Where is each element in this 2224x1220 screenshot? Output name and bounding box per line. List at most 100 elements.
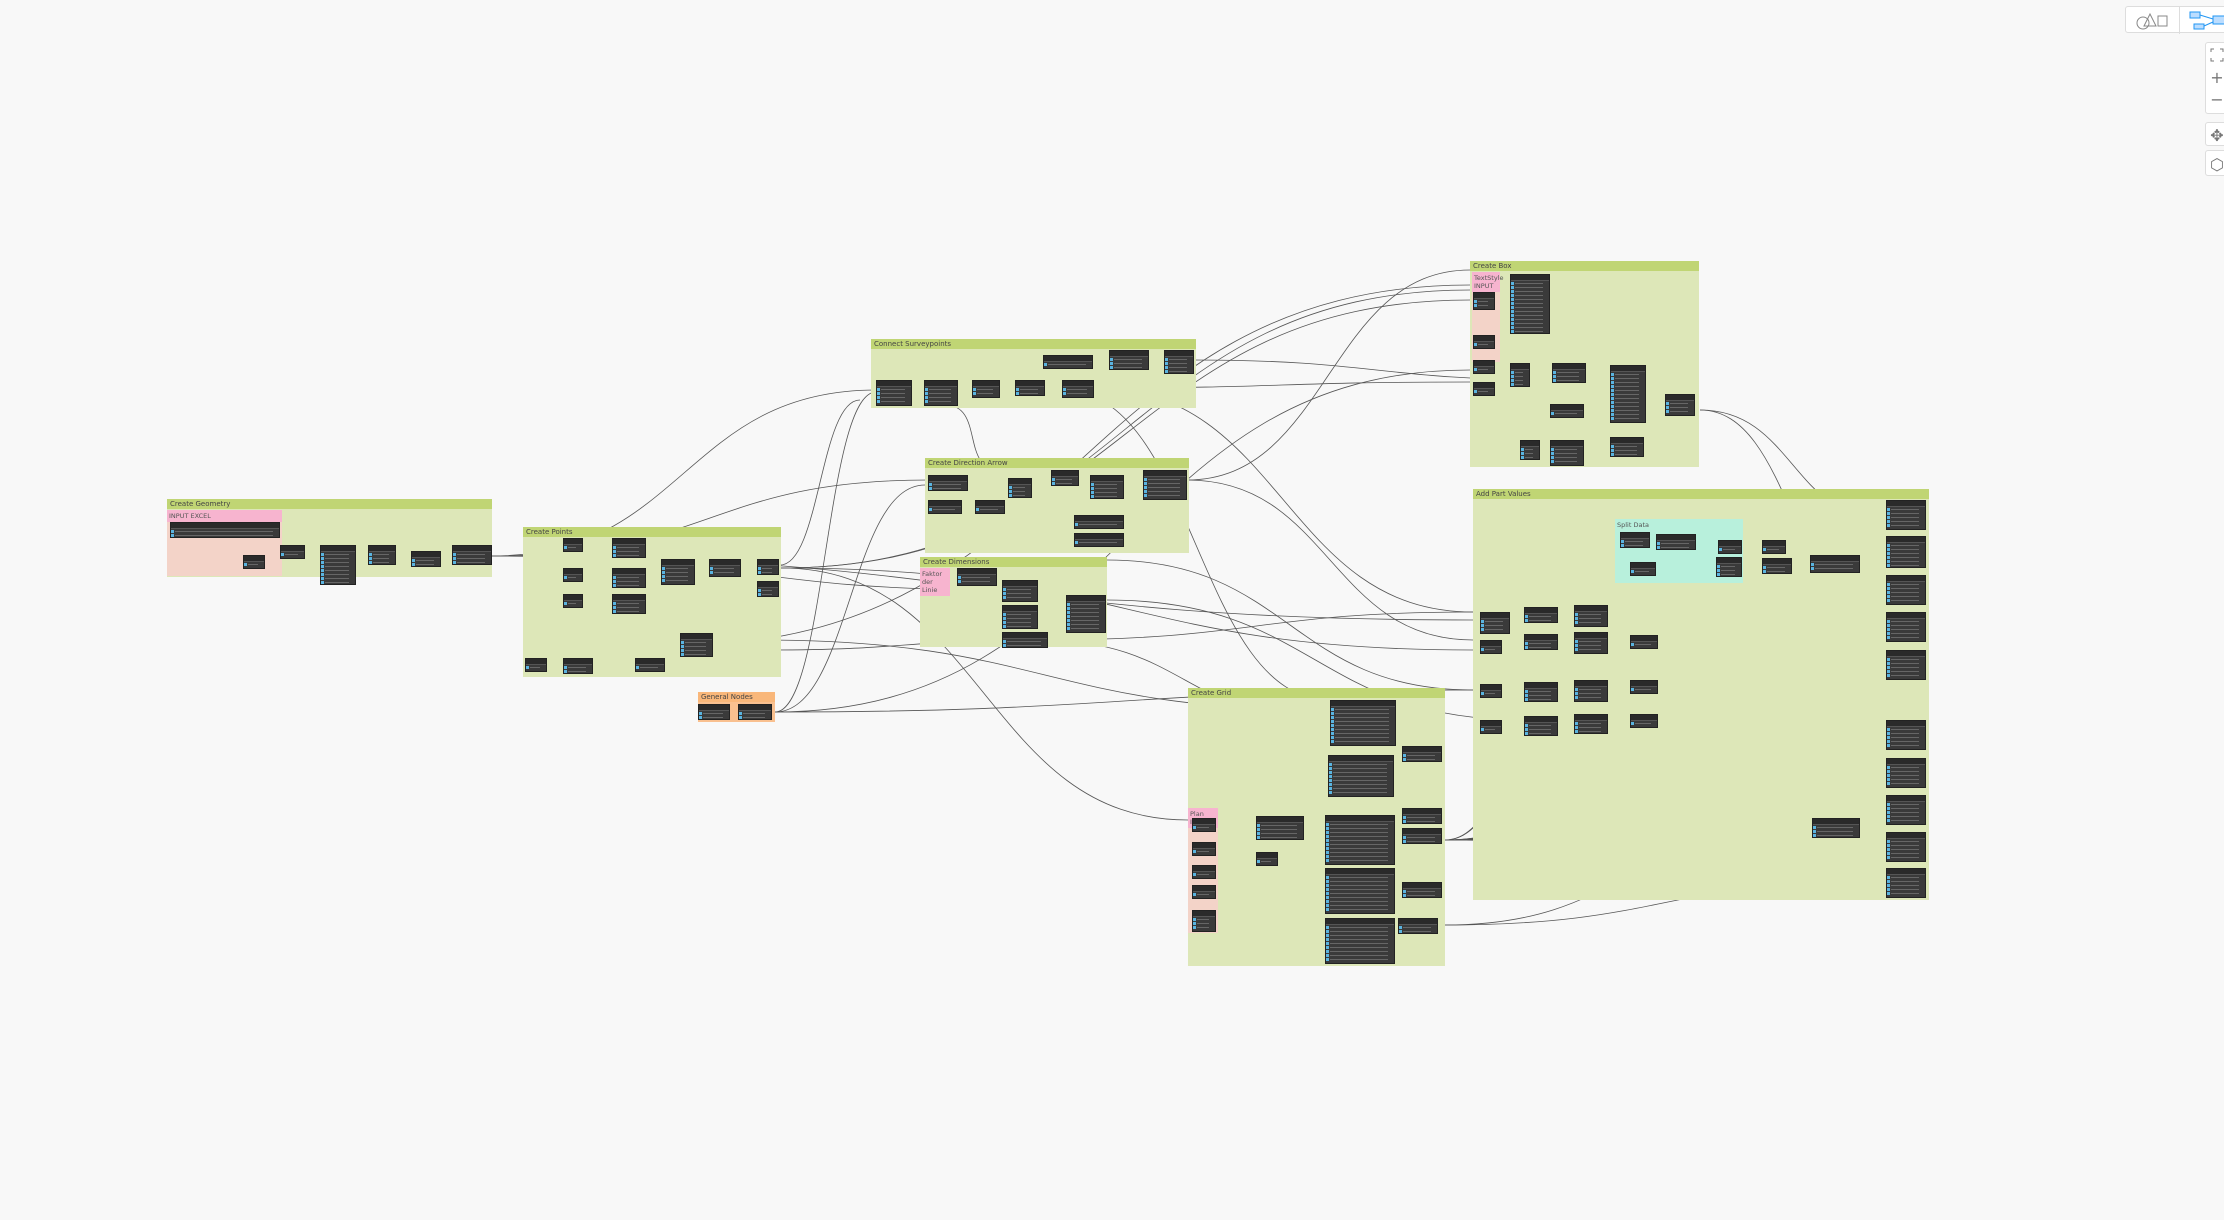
input-port[interactable] (1016, 392, 1019, 395)
input-port[interactable] (1887, 560, 1890, 563)
input-port[interactable] (1887, 520, 1890, 523)
node-header[interactable] (1657, 535, 1695, 541)
input-port[interactable] (1666, 406, 1669, 409)
node-header[interactable] (877, 381, 911, 387)
graph-node[interactable] (1574, 714, 1608, 734)
input-port[interactable] (1331, 724, 1334, 727)
graph-node[interactable] (280, 545, 305, 559)
input-port[interactable] (1887, 848, 1890, 851)
node-header[interactable] (1326, 919, 1394, 925)
node-header[interactable] (1763, 541, 1785, 547)
input-port[interactable] (1326, 946, 1329, 949)
input-port[interactable] (1331, 728, 1334, 731)
input-port[interactable] (1511, 326, 1514, 329)
input-port[interactable] (929, 483, 932, 486)
input-port[interactable] (1887, 778, 1890, 781)
input-port[interactable] (1511, 302, 1514, 305)
input-port[interactable] (1075, 541, 1078, 544)
node-header[interactable] (1474, 293, 1494, 299)
input-port[interactable] (1887, 732, 1890, 735)
input-port[interactable] (973, 392, 976, 395)
node-header[interactable] (758, 560, 778, 566)
node-header[interactable] (1003, 581, 1037, 587)
input-port[interactable] (973, 388, 976, 391)
group-title[interactable]: Connect Surveypoints (871, 339, 1196, 349)
node-header[interactable] (1631, 715, 1657, 721)
input-port[interactable] (1575, 688, 1578, 691)
graph-node[interactable] (1886, 832, 1926, 862)
input-port[interactable] (1257, 860, 1260, 863)
input-port[interactable] (1052, 478, 1055, 481)
input-port[interactable] (877, 396, 880, 399)
input-port[interactable] (321, 581, 324, 584)
input-port[interactable] (1575, 692, 1578, 695)
input-port[interactable] (1331, 720, 1334, 723)
input-port[interactable] (1575, 696, 1578, 699)
node-header[interactable] (1551, 405, 1583, 411)
input-port[interactable] (1091, 487, 1094, 490)
input-port[interactable] (1067, 627, 1070, 630)
input-port[interactable] (1067, 619, 1070, 622)
graph-node[interactable] (1574, 632, 1608, 654)
input-port[interactable] (1551, 452, 1554, 455)
node-header[interactable] (1331, 701, 1395, 707)
node-header[interactable] (929, 501, 961, 507)
node-header[interactable] (1257, 817, 1303, 823)
input-port[interactable] (1403, 890, 1406, 893)
input-port[interactable] (681, 649, 684, 652)
input-port[interactable] (1326, 843, 1329, 846)
graph-node[interactable] (1886, 536, 1926, 568)
input-port[interactable] (1611, 401, 1614, 404)
input-port[interactable] (877, 388, 880, 391)
input-port[interactable] (1611, 445, 1614, 448)
graph-node[interactable] (1473, 360, 1495, 374)
input-port[interactable] (369, 557, 372, 560)
input-port[interactable] (1611, 453, 1614, 456)
input-port[interactable] (1887, 884, 1890, 887)
input-port[interactable] (1525, 698, 1528, 701)
node-header[interactable] (1193, 819, 1215, 825)
graph-node[interactable] (1398, 918, 1438, 934)
input-port[interactable] (1403, 816, 1406, 819)
input-port[interactable] (1481, 692, 1484, 695)
input-port[interactable] (1144, 490, 1147, 493)
input-port[interactable] (1110, 366, 1113, 369)
input-port[interactable] (681, 641, 684, 644)
input-port[interactable] (1611, 389, 1614, 392)
input-port[interactable] (1887, 583, 1890, 586)
graph-node[interactable] (1330, 700, 1396, 746)
input-port[interactable] (1474, 300, 1477, 303)
node-header[interactable] (281, 546, 304, 552)
node-header[interactable] (636, 659, 664, 665)
graph-node[interactable] (1473, 292, 1495, 310)
graph-node[interactable] (1886, 758, 1926, 788)
input-port[interactable] (1067, 623, 1070, 626)
node-header[interactable] (1887, 537, 1925, 543)
input-port[interactable] (1403, 754, 1406, 757)
input-port[interactable] (1063, 392, 1066, 395)
input-port[interactable] (1511, 306, 1514, 309)
input-port[interactable] (453, 557, 456, 560)
group-title[interactable]: Create Grid (1188, 688, 1445, 698)
graph-node[interactable] (1090, 475, 1124, 499)
graph-node[interactable] (320, 545, 356, 585)
input-port[interactable] (1887, 632, 1890, 635)
input-port[interactable] (369, 561, 372, 564)
node-header[interactable] (564, 569, 582, 575)
graph-node[interactable] (1192, 910, 1216, 932)
input-port[interactable] (1631, 688, 1634, 691)
graph-node[interactable] (1164, 350, 1194, 374)
input-port[interactable] (613, 610, 616, 613)
input-port[interactable] (1257, 832, 1260, 835)
node-header[interactable] (1144, 471, 1186, 477)
input-port[interactable] (1326, 831, 1329, 834)
graph-node[interactable] (1524, 682, 1558, 702)
node-header[interactable] (1575, 715, 1607, 721)
input-port[interactable] (1631, 570, 1634, 573)
input-port[interactable] (1403, 758, 1406, 761)
graph-node[interactable] (1402, 746, 1442, 762)
input-port[interactable] (1067, 615, 1070, 618)
input-port[interactable] (1165, 358, 1168, 361)
input-port[interactable] (1525, 728, 1528, 731)
node-header[interactable] (1666, 395, 1694, 401)
